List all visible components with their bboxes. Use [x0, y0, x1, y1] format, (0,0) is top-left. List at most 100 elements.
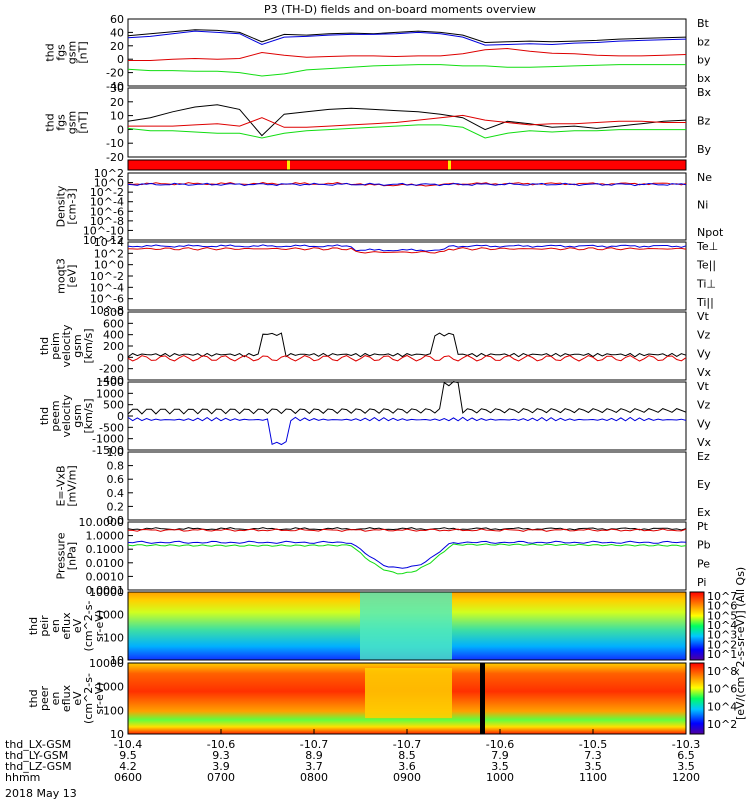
- colorbar-tick-label: 10^8: [707, 665, 737, 678]
- y-tick-label: 10^-4: [90, 281, 124, 294]
- electron-spectrogram: [127, 662, 687, 735]
- y-tick-label: -10: [106, 137, 124, 150]
- temperature-ti-trace: [127, 244, 687, 252]
- mode-bar-yellow-1: [287, 160, 290, 170]
- y-tick-label: -1500: [92, 444, 124, 457]
- colorbar-tick-label: 10^3: [707, 629, 737, 642]
- y-axis-label: [nPa]: [66, 542, 79, 570]
- y-tick-label: 10^0: [94, 259, 124, 272]
- y-axis-label: en: [49, 692, 62, 706]
- colorbar-tick-label: 10^5: [707, 609, 737, 622]
- time-row-value: 7.3: [584, 749, 602, 762]
- y-tick-label: 0.6: [107, 473, 125, 486]
- y-axis-label: eflux: [60, 612, 73, 640]
- colorbar-label: [eV/(cm^2-s-sr-eV)] (All Qs): [734, 567, 747, 720]
- legend-Ti||: Ti||: [696, 296, 714, 309]
- y-axis-label: sr-eV): [93, 682, 106, 714]
- panel-frame: [127, 18, 687, 87]
- y-tick-label: 0.0001: [86, 584, 125, 597]
- y-axis-label: [mV/m]: [66, 465, 79, 506]
- pressure-pb-trace: [127, 528, 687, 532]
- y-tick-label: 1.0000: [86, 530, 125, 543]
- legend-Bz: Bz: [697, 115, 711, 128]
- peem-vx-trace: [127, 416, 687, 446]
- legend-Ne: Ne: [697, 171, 712, 184]
- y-tick-label: 10^4: [94, 236, 124, 249]
- legend-Ez: Ez: [697, 450, 710, 463]
- y-tick-label: 10: [110, 728, 124, 741]
- y-axis-label: thd: [27, 689, 40, 707]
- time-row-value: 1000: [486, 771, 514, 784]
- time-row-value: -10.5: [579, 738, 607, 751]
- y-axis-label: gsm: [66, 111, 79, 134]
- y-axis-label: gsm: [66, 41, 79, 64]
- y-axis-label: fgs: [55, 44, 68, 61]
- y-axis-label: [eV]: [66, 265, 79, 288]
- y-axis-label: gsm: [71, 404, 84, 427]
- chart-title: P3 (TH-D) fields and on-board moments ov…: [264, 3, 536, 16]
- legend-Te⊥: Te⊥: [696, 240, 718, 253]
- y-tick-label: -500: [99, 421, 124, 434]
- legend-Ni: Ni: [697, 199, 708, 212]
- y-tick-label: 100: [103, 631, 124, 644]
- colorbar-tick-label: 10^2: [707, 638, 737, 651]
- y-tick-label: 40: [110, 26, 124, 39]
- panel-9: 10000 1000 100 10 thdpeirenefluxeV(cm^2-s-sr…: [27, 586, 133, 667]
- time-row-value: 8.5: [398, 749, 416, 762]
- y-tick-label: 10000: [89, 657, 124, 670]
- time-row-value: 3.5: [677, 760, 695, 773]
- legend-Te||: Te||: [696, 259, 716, 272]
- y-tick-label: -20: [106, 151, 124, 164]
- time-axis: thd_LX-GSM -10.4 -10.6 -10.7 -10.7 -10.6 -10.5…: [5, 729, 700, 784]
- panel-2: [127, 159, 687, 171]
- y-tick-label: 10^-4: [90, 196, 124, 209]
- legend-Vx: Vx: [697, 436, 712, 449]
- y-tick-label: 0: [117, 123, 124, 136]
- y-axis-label: fgs: [55, 114, 68, 131]
- time-row-value: 3.5: [491, 760, 509, 773]
- time-row-value: 0800: [300, 771, 328, 784]
- y-tick-label: -40: [106, 80, 124, 93]
- y-tick-label: 400: [103, 329, 124, 342]
- time-row-value: 9.5: [119, 749, 137, 762]
- y-tick-label: 10: [110, 110, 124, 123]
- panel-10: 10000 1000 100 10 thdpeerenefluxeV(cm^2-s-sr…: [27, 657, 133, 741]
- time-row-value: 3.6: [398, 760, 416, 773]
- time-row-value: 6.5: [677, 749, 695, 762]
- y-tick-label: 10^-2: [90, 270, 124, 283]
- time-row-value: -10.7: [300, 738, 328, 751]
- y-tick-label: 1000: [96, 387, 124, 400]
- y-axis-label: [cm-3]: [66, 188, 79, 224]
- y-axis-label: thd: [44, 43, 57, 61]
- series-bz: [128, 47, 687, 61]
- y-tick-label: 60: [110, 13, 124, 26]
- y-tick-label: 10^0: [94, 177, 124, 190]
- ion-spectrogram-frame: [127, 591, 687, 661]
- y-tick-label: 10^-10: [83, 224, 124, 237]
- y-tick-label: 10^-12: [83, 234, 124, 247]
- peim-vt-trace: [127, 332, 687, 358]
- colorbar-tick-label: 10^6: [707, 683, 737, 696]
- legend-Vt: Vt: [697, 380, 710, 393]
- time-row-value: -10.7: [393, 738, 421, 751]
- legend-Pi: Pi: [697, 576, 706, 589]
- y-axis-label: velocity: [60, 394, 73, 437]
- y-axis-label: eV: [71, 618, 84, 633]
- y-tick-label: 10^-6: [90, 293, 124, 306]
- colorbar-tick-label: 10^2: [707, 718, 737, 731]
- y-tick-label: 0: [117, 410, 124, 423]
- y-tick-label: 30: [110, 82, 124, 95]
- y-tick-label: 600: [103, 317, 124, 330]
- temperature-te-trace: [127, 247, 687, 254]
- y-axis-label: thd: [44, 113, 57, 131]
- y-axis-label: Density: [55, 185, 68, 227]
- series-Bt: [127, 29, 687, 44]
- legend-Pt: Pt: [697, 520, 709, 533]
- y-tick-label: 10.0000: [79, 516, 125, 529]
- y-axis-label: [km/s]: [82, 328, 95, 363]
